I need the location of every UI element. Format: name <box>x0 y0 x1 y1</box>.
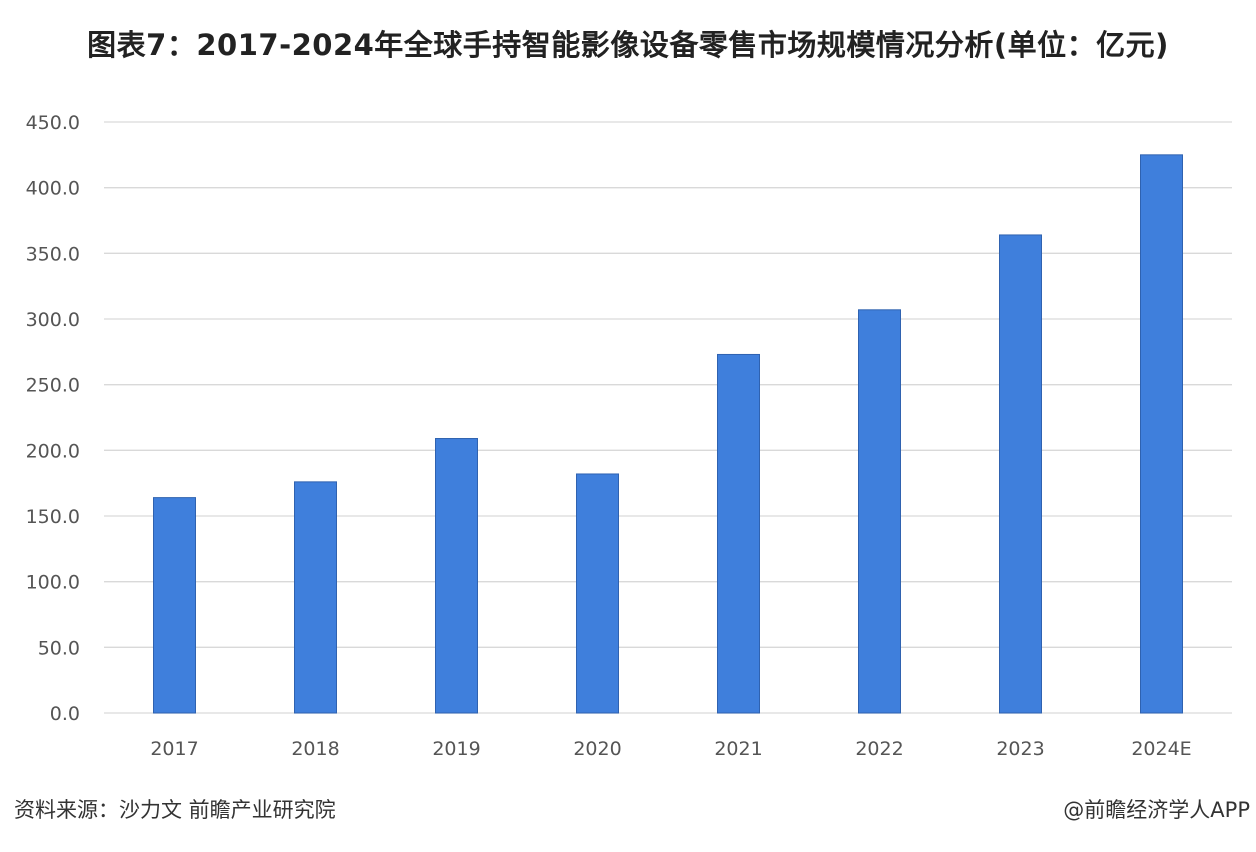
bar-2024E <box>1140 154 1183 714</box>
bar-2021 <box>717 353 760 714</box>
y-tick-label: 150.0 <box>26 506 80 528</box>
bar-2018 <box>294 481 337 714</box>
bar-2020 <box>576 473 619 714</box>
x-tick-label: 2021 <box>714 738 762 760</box>
y-tick-label: 450.0 <box>26 112 80 134</box>
credit-note: @前瞻经济学人APP <box>1063 798 1250 822</box>
x-tick-label: 2022 <box>855 738 903 760</box>
x-tick-label: 2024E <box>1131 738 1191 760</box>
x-tick-label: 2020 <box>573 738 621 760</box>
y-tick-label: 0.0 <box>50 703 80 725</box>
y-tick-label: 400.0 <box>26 178 80 200</box>
source-note: 资料来源：沙力文 前瞻产业研究院 <box>14 798 336 822</box>
x-tick-label: 2019 <box>432 738 480 760</box>
bar-2017 <box>153 497 196 714</box>
x-tick-label: 2017 <box>150 738 198 760</box>
y-tick-label: 300.0 <box>26 309 80 331</box>
bar-2023 <box>999 234 1042 714</box>
y-tick-label: 250.0 <box>26 375 80 397</box>
x-tick-label: 2018 <box>291 738 339 760</box>
y-tick-label: 350.0 <box>26 243 80 265</box>
y-tick-label: 100.0 <box>26 572 80 594</box>
y-tick-label: 50.0 <box>38 637 80 659</box>
chart-title: 图表7：2017-2024年全球手持智能影像设备零售市场规模情况分析(单位：亿元… <box>87 28 1169 62</box>
y-tick-label: 200.0 <box>26 440 80 462</box>
bar-2019 <box>435 438 478 714</box>
x-tick-label: 2023 <box>996 738 1044 760</box>
bar-2022 <box>858 309 901 714</box>
